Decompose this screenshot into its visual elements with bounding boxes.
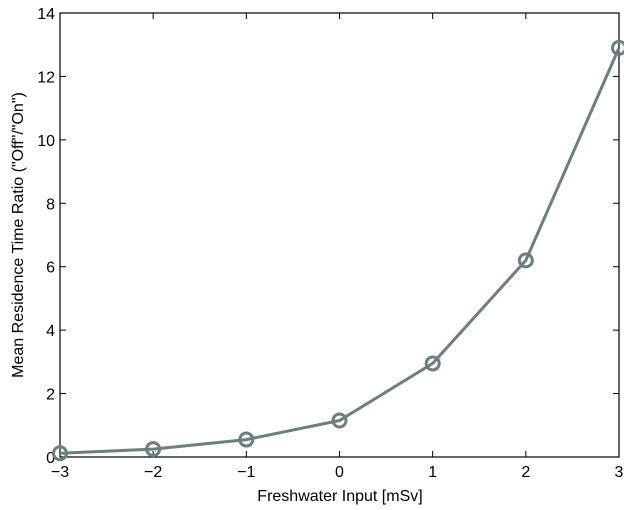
y-tick-label: 10 [37,133,55,150]
x-tick-label: −3 [51,464,69,481]
y-tick-label: 6 [46,260,55,277]
y-tick-label: 2 [46,387,55,404]
y-tick-label: 4 [46,323,55,340]
y-tick-label: 0 [46,450,55,467]
x-axis-label: Freshwater Input [mSv] [257,488,422,505]
series-line [59,47,621,455]
x-tick-label: 3 [615,464,624,481]
data-point [238,431,255,448]
x-tick-label: 2 [521,464,530,481]
x-tick-label: −1 [237,464,255,481]
data-point [611,39,624,56]
data-point [424,355,441,372]
data-point [517,252,534,269]
x-tick-label: −2 [144,464,162,481]
x-tick-label: 0 [335,464,344,481]
x-tick-label: 1 [428,464,437,481]
plot-frame [59,12,620,458]
data-point [52,445,68,462]
data-point [145,441,162,458]
y-axis-label: Mean Residence Time Ratio ("Off"/"On") [10,92,27,378]
data-point [331,412,348,429]
y-tick-label: 12 [37,69,55,86]
y-tick-label: 14 [37,6,55,23]
y-tick-label: 8 [46,196,55,213]
